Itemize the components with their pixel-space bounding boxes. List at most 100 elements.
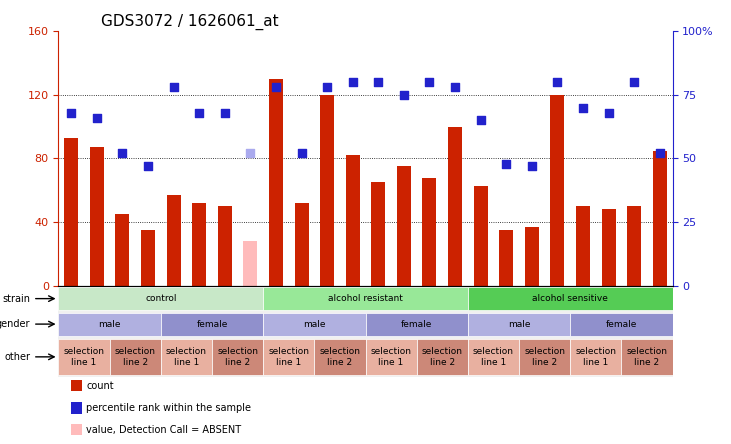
Bar (474, 186, 488, 286)
Text: female: female (606, 320, 637, 329)
Point (244, 150, 256, 157)
Point (142, 163, 154, 170)
Point (474, 117, 486, 124)
FancyBboxPatch shape (468, 287, 673, 310)
Point (602, 109, 614, 116)
Text: selection
line 2: selection line 2 (422, 347, 463, 367)
Point (449, 83, 461, 91)
FancyBboxPatch shape (161, 313, 263, 336)
Bar (90, 147, 104, 286)
Bar (141, 230, 155, 286)
FancyBboxPatch shape (468, 339, 519, 375)
Point (66, 109, 77, 116)
Text: female: female (401, 320, 432, 329)
FancyBboxPatch shape (621, 339, 673, 375)
Text: strain: strain (2, 293, 31, 304)
Text: GDS3072 / 1626061_at: GDS3072 / 1626061_at (102, 13, 279, 30)
Point (193, 109, 205, 116)
Text: female: female (197, 320, 227, 329)
Text: percentile rank within the sample: percentile rank within the sample (86, 403, 251, 413)
Point (116, 150, 129, 157)
Point (373, 79, 385, 86)
Point (577, 104, 589, 111)
Text: male: male (303, 320, 325, 329)
Bar (550, 95, 564, 286)
FancyBboxPatch shape (570, 313, 673, 336)
Text: alcohol resistant: alcohol resistant (328, 294, 403, 303)
Text: selection
line 2: selection line 2 (524, 347, 565, 367)
Bar (499, 230, 513, 286)
Point (168, 83, 180, 91)
Bar (71, 402, 82, 413)
Bar (653, 151, 667, 286)
Bar (192, 203, 206, 286)
FancyBboxPatch shape (519, 339, 570, 375)
Bar (71, 380, 82, 392)
Point (219, 109, 231, 116)
Point (423, 79, 435, 86)
Point (295, 150, 308, 157)
Bar (397, 166, 411, 286)
FancyBboxPatch shape (263, 339, 314, 375)
Text: male: male (508, 320, 530, 329)
Bar (115, 214, 129, 286)
Bar (320, 95, 334, 286)
Text: selection
line 1: selection line 1 (166, 347, 207, 367)
FancyBboxPatch shape (58, 313, 161, 336)
Point (628, 79, 640, 86)
FancyBboxPatch shape (468, 313, 570, 336)
Text: selection
line 1: selection line 1 (64, 347, 105, 367)
Bar (243, 241, 257, 286)
FancyBboxPatch shape (263, 313, 366, 336)
Text: male: male (99, 320, 121, 329)
FancyBboxPatch shape (110, 339, 161, 375)
Text: selection
line 2: selection line 2 (319, 347, 360, 367)
Bar (448, 127, 462, 286)
FancyBboxPatch shape (58, 339, 110, 375)
Bar (346, 155, 360, 286)
FancyBboxPatch shape (212, 339, 263, 375)
Text: value, Detection Call = ABSENT: value, Detection Call = ABSENT (86, 425, 241, 435)
Bar (602, 210, 616, 286)
Point (500, 160, 512, 167)
Bar (295, 203, 308, 286)
Text: selection
line 1: selection line 1 (371, 347, 412, 367)
Bar (627, 206, 641, 286)
Point (270, 83, 282, 91)
Bar (218, 206, 232, 286)
FancyBboxPatch shape (58, 287, 263, 310)
Point (398, 91, 409, 98)
FancyBboxPatch shape (161, 339, 212, 375)
Bar (269, 79, 283, 286)
Text: selection
line 2: selection line 2 (217, 347, 258, 367)
Bar (525, 227, 539, 286)
Point (346, 79, 358, 86)
FancyBboxPatch shape (417, 339, 468, 375)
Point (654, 150, 665, 157)
Point (321, 83, 333, 91)
FancyBboxPatch shape (366, 313, 468, 336)
Bar (64, 138, 78, 286)
Bar (71, 424, 82, 436)
Point (91, 114, 102, 121)
Bar (371, 182, 385, 286)
FancyBboxPatch shape (366, 339, 417, 375)
Text: count: count (86, 381, 114, 391)
Text: selection
line 2: selection line 2 (115, 347, 156, 367)
Text: gender: gender (0, 319, 31, 329)
FancyBboxPatch shape (314, 339, 366, 375)
FancyBboxPatch shape (570, 339, 621, 375)
Point (551, 79, 563, 86)
Text: selection
line 1: selection line 1 (473, 347, 514, 367)
FancyBboxPatch shape (263, 287, 468, 310)
Text: selection
line 1: selection line 1 (575, 347, 616, 367)
Bar (167, 195, 181, 286)
Bar (423, 178, 436, 286)
Bar (576, 206, 590, 286)
Point (526, 163, 538, 170)
Text: other: other (4, 352, 31, 362)
Text: alcohol sensitive: alcohol sensitive (532, 294, 608, 303)
Text: selection
line 2: selection line 2 (626, 347, 667, 367)
Text: selection
line 1: selection line 1 (268, 347, 309, 367)
Text: control: control (145, 294, 177, 303)
